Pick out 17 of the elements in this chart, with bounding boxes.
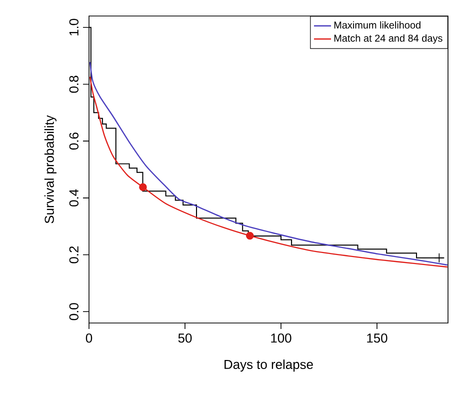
x-tick-label: 100 [271, 334, 292, 343]
x-tick-label: 0 [86, 334, 92, 343]
y-tick-label: 1.0 [69, 18, 78, 36]
y-tick-label: 0.4 [69, 189, 78, 206]
y-tick-label: 0.0 [69, 303, 78, 320]
legend-label: Maximum likelihood [334, 21, 420, 29]
x-axis-title: Days to relapse [224, 360, 313, 372]
y-axis-title: Survival probability [44, 115, 56, 224]
point [139, 183, 147, 192]
y-tick-label: 0.2 [69, 246, 78, 264]
y-tick-label: 0.8 [69, 76, 78, 93]
x-tick-label: 150 [367, 334, 388, 343]
point [434, 253, 444, 263]
x-tick-label: 50 [178, 334, 192, 343]
point [246, 232, 254, 240]
legend-label: Match at 24 and 84 days [334, 34, 442, 44]
y-tick-label: 0.6 [69, 132, 78, 150]
